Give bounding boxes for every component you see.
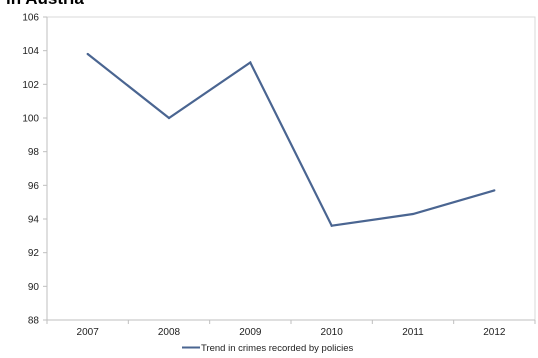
y-tick-label: 96 <box>28 181 40 192</box>
x-tick-label: 2010 <box>321 327 344 338</box>
y-tick-label: 104 <box>22 46 39 57</box>
y-tick-label: 92 <box>28 248 40 259</box>
data-point <box>493 189 496 192</box>
x-tick-label: 2009 <box>239 327 262 338</box>
x-tick-label: 2008 <box>158 327 181 338</box>
data-point <box>330 224 333 227</box>
plot-frame <box>46 16 536 321</box>
legend: Trend in crimes recorded by policies <box>182 343 353 354</box>
y-tick-label: 90 <box>28 282 40 293</box>
plot-area-border <box>46 16 536 321</box>
y-tick-label: 102 <box>22 80 39 91</box>
y-tick-label: 94 <box>28 215 40 226</box>
x-tick-label: 2012 <box>483 327 506 338</box>
x-tick-label: 2011 <box>402 327 424 338</box>
y-tick-label: 106 <box>22 13 39 24</box>
data-point <box>167 116 171 120</box>
x-tick-label: 2007 <box>77 327 100 338</box>
series-line <box>87 53 495 227</box>
y-tick-label: 100 <box>22 114 39 125</box>
y-axis-ticks: 88 90 92 94 96 98 100 102 104 106 <box>22 13 47 327</box>
data-point <box>86 52 89 56</box>
y-tick-label: 98 <box>28 147 40 158</box>
data-point <box>411 212 415 216</box>
y-tick-label: 88 <box>28 316 40 327</box>
series-layer <box>86 52 496 227</box>
legend-label: Trend in crimes recorded by policies <box>201 343 353 354</box>
chart-title: in Austria <box>6 0 84 9</box>
data-point <box>249 61 252 64</box>
x-axis-ticks: 2007 2008 2009 2010 2011 2012 <box>46 320 536 338</box>
